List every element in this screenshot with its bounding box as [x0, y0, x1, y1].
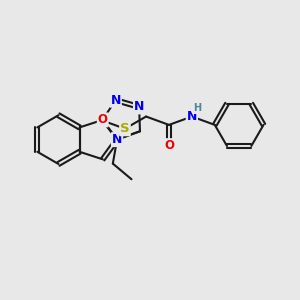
Text: N: N	[110, 94, 121, 107]
Text: H: H	[193, 103, 201, 113]
Text: O: O	[98, 113, 108, 126]
Text: N: N	[187, 110, 197, 123]
Text: S: S	[120, 122, 130, 135]
Text: O: O	[164, 139, 174, 152]
Text: N: N	[134, 100, 144, 113]
Text: N: N	[112, 133, 122, 146]
